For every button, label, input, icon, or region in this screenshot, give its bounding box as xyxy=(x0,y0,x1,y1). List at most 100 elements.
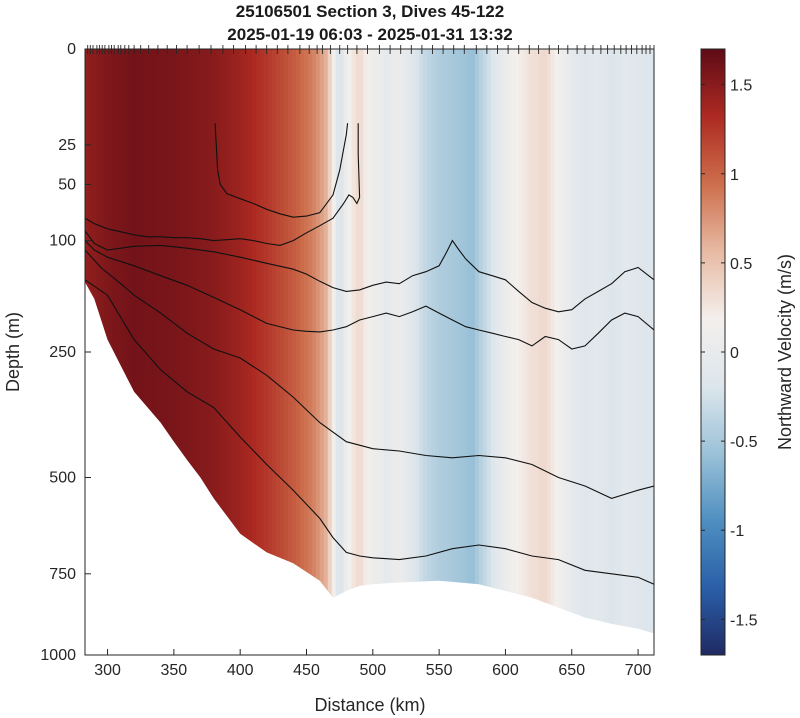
velocity-strip xyxy=(638,49,643,655)
velocity-strip xyxy=(526,49,532,655)
velocity-strip xyxy=(606,49,611,655)
chart-title: 25106501 Section 3, Dives 45-122 xyxy=(236,2,504,21)
velocity-strip xyxy=(204,49,209,655)
velocity-strip xyxy=(474,49,480,655)
x-tick-label: 350 xyxy=(161,662,188,679)
velocity-strip xyxy=(272,49,277,655)
velocity-strip xyxy=(554,49,560,655)
velocity-strip xyxy=(435,49,440,655)
velocity-strip xyxy=(419,49,424,655)
contour-lines xyxy=(85,123,654,585)
plot-area xyxy=(85,49,654,655)
velocity-strip xyxy=(299,49,305,655)
velocity-strip xyxy=(140,49,146,655)
velocity-strip xyxy=(156,49,162,655)
velocity-strip xyxy=(359,49,365,655)
velocity-strip xyxy=(208,49,213,655)
velocity-strip xyxy=(594,49,599,655)
velocity-strip xyxy=(124,49,130,655)
velocity-strip xyxy=(232,49,237,655)
velocity-strip xyxy=(387,49,392,655)
y-tick-label: 100 xyxy=(49,233,76,250)
velocity-strip xyxy=(463,49,468,655)
velocity-strip xyxy=(403,49,408,655)
y-axis-label: Depth (m) xyxy=(3,312,23,392)
velocity-strip xyxy=(355,49,361,655)
velocity-strip xyxy=(248,49,253,655)
velocity-strip xyxy=(451,49,456,655)
velocity-strip xyxy=(283,49,289,655)
x-axis-ticks: 300 350 400 450 500 550 600 650 700 xyxy=(94,649,652,679)
velocity-strip xyxy=(216,49,221,655)
velocity-strip xyxy=(240,49,245,655)
velocity-strip xyxy=(546,49,552,655)
velocity-strip xyxy=(506,49,512,655)
velocity-strip xyxy=(295,49,301,655)
velocity-strip xyxy=(363,49,369,655)
velocity-strip xyxy=(383,49,389,655)
y-tick-label: 250 xyxy=(49,344,76,361)
velocity-strip xyxy=(618,49,623,655)
colorbar-tick-label: 1 xyxy=(730,167,739,184)
velocity-strip xyxy=(494,49,500,655)
velocity-strip xyxy=(148,49,154,655)
velocity-strip xyxy=(395,49,400,655)
velocity-strip xyxy=(335,49,341,655)
colorbar-tick-label: 0.5 xyxy=(730,256,752,273)
velocity-strip xyxy=(534,49,540,655)
colorbar-label: Northward Velocity (m/s) xyxy=(775,254,795,450)
x-tick-label: 550 xyxy=(426,662,453,679)
velocity-strip xyxy=(634,49,639,655)
velocity-strip xyxy=(622,49,627,655)
velocity-strip xyxy=(291,49,297,655)
velocity-strip xyxy=(371,49,377,655)
colorbar-tick-label: -1 xyxy=(730,523,744,540)
colorbar-ticks: 1.5 1 0.5 0 -0.5 -1 -1.5 xyxy=(701,78,758,629)
velocity-strip xyxy=(164,49,170,655)
x-tick-label: 600 xyxy=(492,662,519,679)
velocity-strip xyxy=(180,49,186,655)
velocity-strip xyxy=(578,49,583,655)
velocity-strip xyxy=(224,49,229,655)
velocity-strip xyxy=(562,49,568,655)
velocity-strip xyxy=(116,49,122,655)
velocity-strip xyxy=(331,49,337,655)
velocity-strip xyxy=(498,49,504,655)
x-tick-label: 450 xyxy=(293,662,320,679)
y-tick-label: 50 xyxy=(58,177,76,194)
velocity-strip xyxy=(459,49,464,655)
velocity-strip xyxy=(574,49,579,655)
y-tick-label: 750 xyxy=(49,566,76,583)
velocity-strip xyxy=(502,49,508,655)
velocity-strip xyxy=(128,49,134,655)
velocity-strip xyxy=(470,49,476,655)
dive-markers xyxy=(87,45,655,54)
velocity-strip xyxy=(427,49,432,655)
velocity-strip xyxy=(327,49,333,655)
velocity-strip xyxy=(423,49,428,655)
contour-line xyxy=(85,249,654,499)
x-axis-label: Distance (km) xyxy=(314,695,425,715)
chart-subtitle: 2025-01-19 06:03 - 2025-01-31 13:32 xyxy=(227,25,512,44)
x-tick-label: 300 xyxy=(94,662,121,679)
y-tick-label: 0 xyxy=(67,41,76,58)
velocity-strip xyxy=(530,49,536,655)
velocity-strip xyxy=(522,49,528,655)
velocity-strip xyxy=(351,49,357,655)
colorbar-tick-label: -0.5 xyxy=(730,434,758,451)
y-tick-label: 25 xyxy=(58,137,76,154)
velocity-strip xyxy=(550,49,556,655)
y-tick-label: 500 xyxy=(49,470,76,487)
velocity-strip xyxy=(287,49,293,655)
velocity-strip xyxy=(311,49,317,655)
x-tick-label: 650 xyxy=(558,662,585,679)
velocity-strip xyxy=(558,49,564,655)
seafloor-mask xyxy=(85,282,654,655)
velocity-strip xyxy=(379,49,385,655)
velocity-strip xyxy=(482,49,488,655)
velocity-field xyxy=(85,49,654,655)
velocity-strip xyxy=(455,49,460,655)
velocity-strip xyxy=(152,49,158,655)
y-axis-ticks: 0 25 50 100 250 500 750 1000 xyxy=(40,41,91,664)
